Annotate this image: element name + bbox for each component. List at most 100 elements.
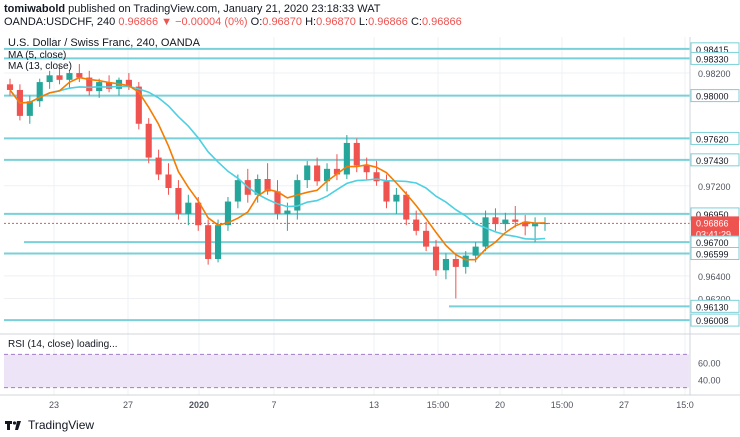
level-price-tag	[690, 153, 740, 167]
close-label: C:	[410, 16, 422, 28]
open-label: O:	[250, 16, 263, 28]
candle-body	[155, 157, 162, 175]
candle-body	[214, 225, 222, 260]
symbol-label: OANDA:USDCHF, 240	[4, 16, 116, 28]
x-tick-label: 15:00	[427, 400, 450, 410]
candle-body	[403, 194, 410, 220]
x-tick-label: 27	[123, 400, 133, 410]
candle-body	[323, 168, 331, 182]
candle-body	[512, 219, 519, 222]
ma5-line	[9, 76, 546, 261]
candle-body	[135, 86, 142, 124]
candle-body	[343, 142, 350, 175]
tradingview-logo-icon	[5, 421, 21, 430]
open-value: 0.96870	[262, 16, 303, 28]
candle-body	[413, 219, 420, 231]
brand-name: TradingView	[28, 418, 95, 432]
candle-body	[452, 259, 459, 267]
rsi-tick-label: 40.00	[698, 375, 721, 385]
ma13-line	[9, 85, 546, 241]
level-price-tag	[690, 246, 740, 260]
footer-brand: TradingView	[4, 418, 94, 432]
candle-body	[175, 188, 182, 214]
candle-body	[304, 165, 311, 181]
x-tick-label: 13	[369, 400, 379, 410]
candle-body	[383, 181, 390, 202]
candle-body	[274, 191, 281, 214]
rsi-band	[4, 354, 690, 388]
candle-body	[432, 246, 440, 271]
candle-body	[46, 75, 53, 83]
last-price: 0.96866	[118, 16, 159, 28]
candle-body	[36, 82, 43, 102]
candle-body	[423, 230, 430, 247]
candle-body	[145, 123, 152, 158]
candle-body	[522, 221, 529, 227]
candle-body	[205, 225, 212, 260]
candle-body	[125, 79, 132, 87]
level-price-tag	[690, 313, 740, 327]
candle-body	[264, 178, 271, 192]
candle-body	[254, 178, 261, 195]
down-arrow-icon: ▼	[161, 16, 173, 28]
level-price-tag	[690, 299, 740, 313]
level-price-label: 0.98330	[696, 54, 729, 64]
candle-body	[442, 259, 449, 271]
high-value: 0.96870	[316, 16, 356, 28]
candle-body	[333, 168, 341, 175]
candle-body	[502, 219, 509, 225]
x-tick-label: 2020	[189, 400, 209, 410]
price-change: −0.00004 (0%)	[175, 16, 248, 28]
x-tick-label: 7	[271, 400, 276, 410]
level-price-label: 0.96008	[696, 316, 729, 326]
y-tick-label: 0.96200	[698, 294, 731, 304]
candle-body	[284, 210, 291, 214]
candle-body	[26, 101, 33, 116]
level-price-label: 0.97430	[696, 156, 729, 166]
level-price-label: 0.98000	[696, 92, 729, 102]
y-tick-label: 0.98200	[698, 69, 731, 79]
candle-body	[363, 165, 370, 173]
level-price-label: 0.96950	[696, 210, 729, 220]
x-tick-label: 20	[495, 400, 505, 410]
low-label: L:	[358, 16, 369, 28]
x-tick-label: 27	[619, 400, 629, 410]
candle-body	[86, 77, 93, 92]
low-value: 0.96866	[368, 16, 408, 28]
candle-body	[6, 84, 14, 90]
candle-body	[106, 82, 113, 89]
level-price-label: 0.97620	[696, 134, 729, 144]
candle-body	[76, 73, 83, 78]
candle-body	[56, 75, 63, 80]
x-tick-label: 23	[49, 400, 59, 410]
level-price-tag	[690, 89, 740, 103]
level-price-label: 0.96700	[696, 238, 729, 248]
candle-body	[472, 246, 479, 256]
candle-body	[393, 194, 400, 202]
level-price-label: 0.98415	[696, 45, 729, 55]
candle-body	[185, 202, 192, 214]
rsi-title: RSI (14, close) loading...	[8, 339, 118, 350]
level-price-label: 0.96599	[696, 249, 729, 259]
high-label: H:	[305, 16, 317, 28]
current-price-label: 0.96866	[696, 218, 729, 228]
chart-title: U.S. Dollar / Swiss Franc, 240, OANDA	[8, 37, 201, 49]
ohlc-line: OANDA:USDCHF, 240 0.96866 ▼ −0.00004 (0%…	[4, 16, 740, 29]
candle-body	[195, 202, 202, 226]
ma5-legend: MA (5, close)	[8, 50, 66, 61]
countdown-label: 03:41:29	[696, 229, 731, 239]
candle-body	[224, 201, 232, 226]
y-tick-label: 0.96400	[698, 272, 731, 282]
y-tick-label: 0.97200	[698, 182, 731, 192]
level-price-tag	[690, 51, 740, 65]
x-tick-label: 15:00	[551, 400, 574, 410]
close-value: 0.96866	[421, 16, 462, 28]
level-price-label: 0.96130	[696, 302, 729, 312]
author-name: tomiwabold	[4, 3, 66, 15]
publish-text: published on TradingView.com, January 21…	[68, 3, 381, 15]
candle-body	[314, 165, 321, 182]
level-price-tag	[690, 131, 740, 145]
candle-body	[492, 217, 499, 225]
candle-body	[373, 172, 380, 182]
